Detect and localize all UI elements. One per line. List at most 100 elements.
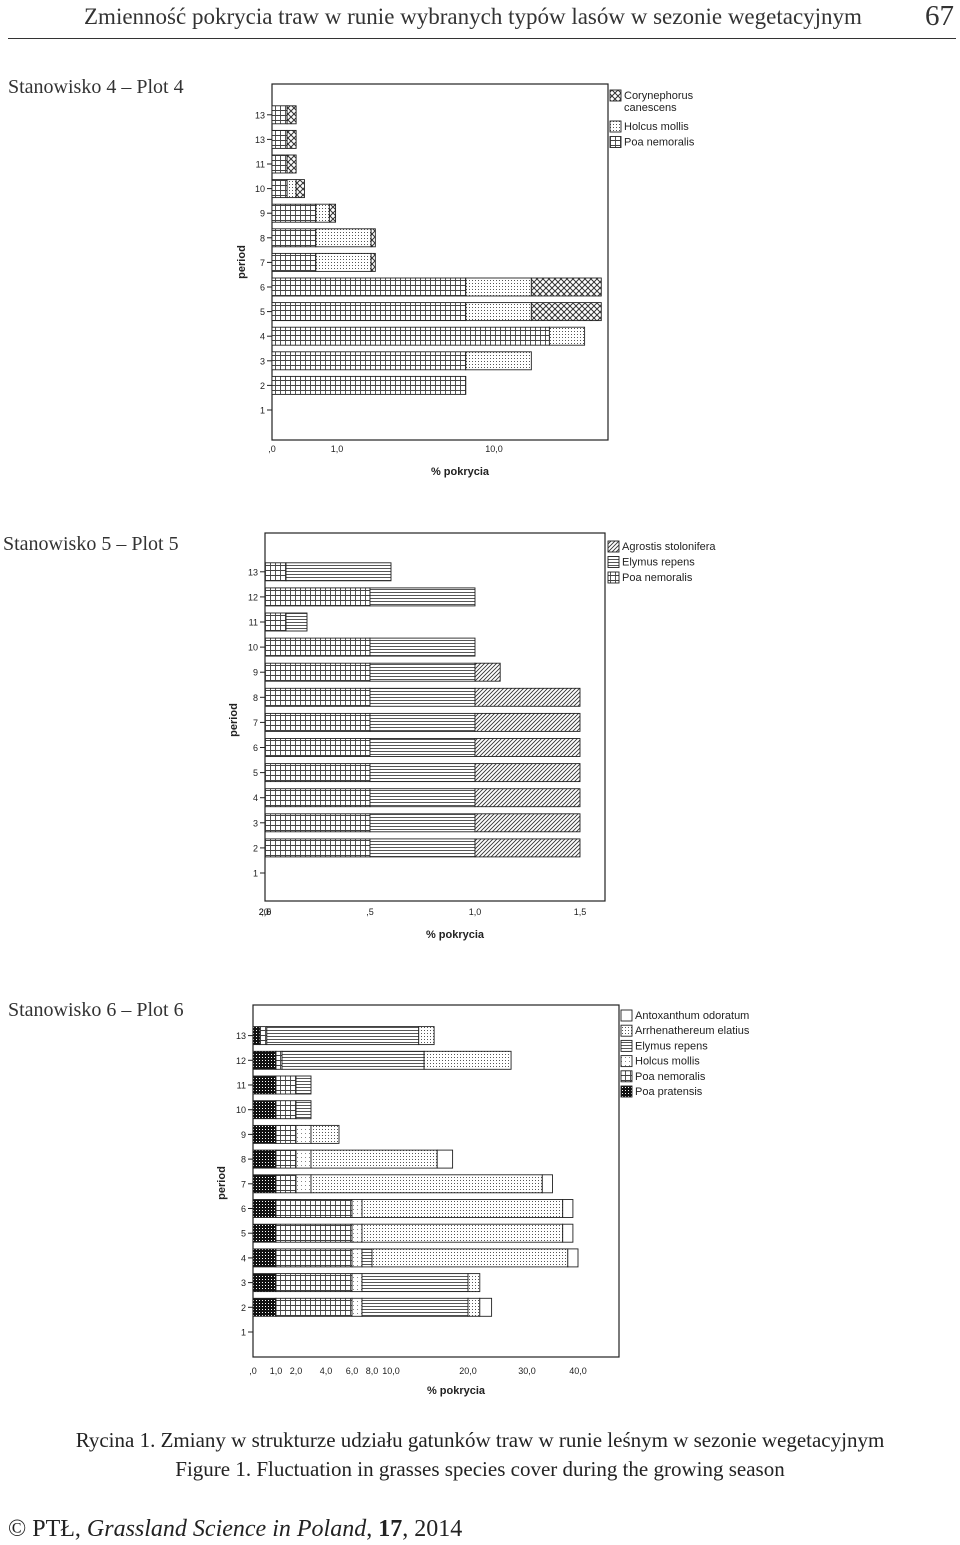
bar-poa-nemoralis [275,1174,297,1194]
x-tick-label: 2,0 [290,1366,303,1376]
bar-poa-nemoralis [275,1050,283,1070]
bar-poa-pratensis [252,1297,277,1317]
bar-corynephorus-canescens [286,105,297,125]
y-tick-label: 12 [248,592,258,602]
legend-label-corynephorus-canescens: Corynephorus canescens [624,90,694,114]
running-header-title: Zmienność pokrycia traw w runie wybranyc… [84,4,862,29]
y-tick-label: 11 [237,1081,246,1091]
bar-holcus-mollis [351,1248,363,1268]
legend-swatch-agrostis-stolonifera [607,540,620,553]
legend-label-poa-nemoralis: Poa nemoralis [635,1071,706,1083]
bar-antoxanthum-odoratum [562,1223,574,1243]
y-tick-label: 4 [253,793,258,803]
bar-agrostis-stolonifera [474,687,581,707]
y-tick-label: 9 [241,1130,246,1140]
y-tick-label: 4 [241,1253,246,1263]
bar-elymus-repens [369,637,476,657]
y-tick-label: 13 [248,567,258,577]
bar-poa-nemoralis [275,1223,353,1243]
y-tick-label: 5 [241,1229,246,1239]
footer-sep-2: , [402,1516,415,1542]
x-tick-label: 40,0 [569,1366,587,1376]
legend-swatch-poa-pratensis [620,1085,633,1098]
y-tick-label: 13 [255,110,265,120]
legend-swatch-holcus-mollis [609,120,622,133]
x-tick-label: 1,0 [469,907,482,917]
legend-swatch-poa-nemoralis [607,571,620,584]
x-tick-label: 1,0 [270,1366,283,1376]
bar-poa-pratensis [252,1075,277,1095]
footer-journal: Grassland Science in Poland [86,1516,367,1542]
y-tick-label: 2 [241,1303,246,1313]
bar-poa-pratensis [252,1050,277,1070]
y-tick-label: 10 [255,184,265,194]
x-axis-label: % pokrycia [431,466,490,478]
y-tick-label: 3 [253,818,258,828]
y-tick-label: 9 [253,668,258,678]
legend-swatch-poa-nemoralis [609,136,622,148]
bar-arrhenathereum-elatius [310,1174,543,1194]
bar-holcus-mollis [548,326,586,346]
bar-corynephorus-canescens [286,154,297,174]
bar-arrhenathereum-elatius [361,1223,564,1243]
bar-elymus-repens [266,1026,420,1046]
bar-arrhenathereum-elatius [423,1050,512,1070]
x-tick-label: 8,0 [366,1366,379,1376]
bar-poa-pratensis [252,1100,277,1120]
bar-arrhenathereum-elatius [467,1297,481,1317]
bar-agrostis-stolonifera [474,763,581,783]
legend-label-arrhenathereum-elatius: Arrhenathereum elatius [635,1025,750,1037]
bar-poa-nemoralis [275,1297,353,1317]
x-tick-label: 2,0 [259,907,272,917]
x-tick-label: 2,5 [259,907,272,917]
bar-holcus-mollis [295,1124,312,1144]
bar-agrostis-stolonifera [474,813,581,833]
bar-poa-nemoralis [275,1149,297,1169]
legend-label-elymus-repens: Elymus repens [622,557,695,569]
legend-label-holcus-mollis: Holcus mollis [635,1056,700,1068]
bar-arrhenathereum-elatius [310,1124,340,1144]
x-tick-label: 10,0 [485,444,503,454]
x-tick-label: 30,0 [518,1366,536,1376]
x-tick-label: 10,0 [382,1366,400,1376]
y-tick-label: 5 [260,307,265,317]
legend-swatch-elymus-repens [607,556,620,568]
y-tick-label: 3 [260,356,265,366]
bar-elymus-repens [369,587,476,607]
page-number: 67 [925,0,954,32]
legend-label-poa-nemoralis: Poa nemoralis [622,572,693,584]
bar-poa-pratensis [252,1273,277,1293]
bar-holcus-mollis [351,1199,363,1218]
bar-arrhenathereum-elatius [467,1273,481,1293]
y-tick-label: 10 [248,643,258,653]
legend-label-agrostis-stolonifera: Agrostis stolonifera [622,541,716,553]
legend-label-line: Corynephorus [624,90,694,102]
bar-arrhenathereum-elatius [361,1199,564,1218]
legend-swatch-poa-nemoralis [620,1070,633,1083]
bar-elymus-repens [281,1050,425,1070]
bar-arrhenathereum-elatius [418,1026,435,1046]
y-tick-label: 13 [255,135,265,145]
y-axis-label: period [228,703,240,737]
y-tick-label: 11 [256,160,265,170]
bar-holcus-mollis [351,1273,363,1293]
bar-poa-nemoralis [275,1248,353,1268]
x-axis-label: % pokrycia [426,929,485,941]
y-tick-label: 6 [253,743,258,753]
legend-label-line: canescens [624,102,677,114]
bar-corynephorus-canescens [530,277,602,297]
bar-holcus-mollis [351,1297,363,1317]
bar-poa-pratensis [252,1248,277,1268]
y-tick-label: 10 [236,1105,246,1115]
legend-label-antoxanthum-odoratum: Antoxanthum odoratum [635,1010,749,1022]
bar-elymus-repens [361,1273,469,1293]
legend-swatch-elymus-repens [620,1039,633,1052]
bar-agrostis-stolonifera [474,838,581,858]
bar-corynephorus-canescens [370,252,376,272]
x-tick-label: ,0 [249,1366,257,1376]
x-tick-label: ,5 [366,907,374,917]
bar-poa-nemoralis [275,1100,297,1120]
y-tick-label: 5 [253,768,258,778]
bar-antoxanthum-odoratum [479,1297,493,1317]
